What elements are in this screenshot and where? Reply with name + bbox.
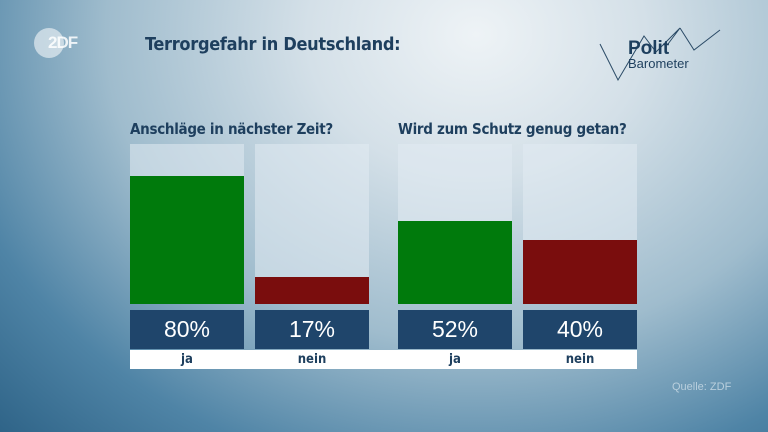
value-label: 80%	[130, 310, 244, 349]
bar-nein	[523, 240, 637, 304]
bar-track	[255, 144, 369, 304]
source-note: Quelle: ZDF	[672, 381, 732, 393]
chart1-title: Anschläge in nächster Zeit?	[130, 120, 333, 138]
bar-ja	[398, 220, 512, 304]
category-label: nein	[297, 352, 327, 367]
zdf-logo-text: 2DF	[48, 33, 78, 52]
value-label: 17%	[255, 310, 369, 349]
bar-track	[523, 144, 637, 304]
bar-track	[398, 144, 512, 304]
category-label: ja	[449, 352, 461, 367]
bar-ja	[130, 176, 244, 304]
value-label: 52%	[398, 310, 512, 349]
page-title: Terrorgefahr in Deutschland:	[145, 34, 401, 55]
bar-track	[130, 144, 244, 304]
logo-line2: Barometer	[628, 56, 689, 71]
chart2-title: Wird zum Schutz genug getan?	[398, 120, 627, 138]
category-label: ja	[181, 352, 193, 367]
logo-line1: Polit	[628, 38, 670, 59]
zdf-logo	[34, 28, 64, 58]
value-label: 40%	[523, 310, 637, 349]
bar-nein	[255, 276, 369, 304]
category-label-strip	[130, 350, 637, 369]
category-label: nein	[565, 352, 595, 367]
politbarometer-logo: Polit Barometer	[599, 27, 721, 82]
